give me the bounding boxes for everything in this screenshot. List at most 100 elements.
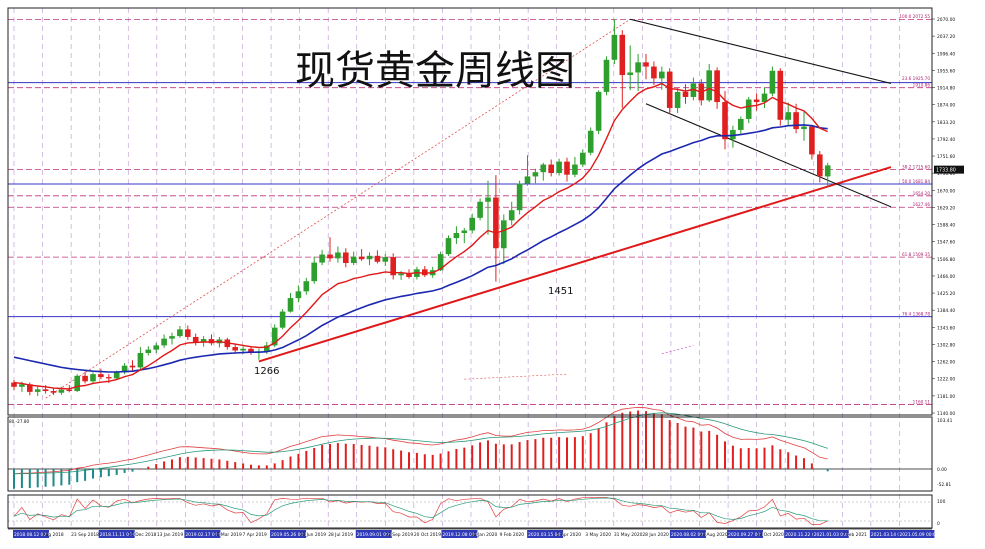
date-label-highlight: [527, 530, 564, 538]
candle-body: [19, 384, 25, 387]
price-axis-background: [932, 0, 985, 549]
macd-histogram-bar: [534, 439, 537, 469]
date-tick-label: 7 Feb 2021: [842, 532, 867, 538]
candle-body: [366, 255, 373, 260]
macd-histogram-bar: [605, 422, 608, 469]
macd-histogram-bar: [566, 437, 568, 469]
fib-label: 61.8 1509.35: [902, 252, 930, 257]
macd-histogram-bar: [313, 447, 316, 469]
macd-histogram-bar: [400, 450, 403, 469]
macd-histogram-bar: [99, 469, 102, 478]
candle-body: [619, 34, 626, 76]
candle-body: [177, 329, 183, 337]
date-tick-label: 5 Apr 2020: [557, 532, 582, 538]
macd-histogram-bar: [60, 469, 63, 486]
candle-body: [335, 252, 341, 259]
macd-histogram-bar: [455, 448, 458, 469]
macd-histogram-bar: [408, 452, 410, 469]
candle-body: [350, 256, 357, 264]
fib-label: 1654.20: [913, 191, 931, 196]
macd-histogram-bar: [779, 449, 782, 469]
candle-body: [303, 281, 310, 292]
macd-histogram-bar: [344, 443, 347, 469]
candle-body: [137, 353, 144, 368]
date-tick-label: 10 Mar 2019: [214, 532, 242, 538]
candle-body: [635, 62, 641, 73]
macd-histogram-bar: [186, 456, 189, 469]
chart-title: 现货黄金周线图: [295, 48, 575, 94]
date-tick-label: 18 Oct 2020: [757, 532, 784, 538]
candle-body: [437, 254, 444, 271]
macd-histogram-bar: [171, 459, 173, 469]
macd-histogram-bar: [76, 469, 79, 483]
macd-histogram-bar: [479, 442, 482, 469]
date-tick-label: 2019.05.26 00:00: [271, 532, 310, 538]
price-axis: 2070.00 2037.20 1996.40 1955.60 1914.80 1874.…: [932, 0, 985, 549]
candle-body: [516, 183, 523, 211]
macd-histogram-bar: [573, 437, 576, 469]
candle-body: [34, 389, 41, 392]
macd-histogram-bar: [487, 440, 489, 469]
macd-histogram-bar: [202, 458, 205, 469]
panel-frames: [7, 7, 933, 530]
price-tick-label: 1181.00: [937, 394, 955, 400]
date-tick-label: 30 Jun 2019: [300, 532, 327, 538]
macd-histogram-bar: [518, 442, 521, 469]
candle-body: [469, 217, 475, 231]
macd-histogram-bar: [589, 433, 592, 469]
macd-histogram-bar: [52, 469, 55, 487]
date-label-highlight: [98, 530, 135, 538]
macd-histogram-bar: [558, 437, 561, 469]
macd-histogram-bar: [210, 458, 213, 469]
candle-body: [564, 161, 570, 175]
candle-body: [192, 336, 199, 343]
price-tick-label: 1466.00: [937, 274, 955, 280]
macd-histogram-bar: [265, 465, 268, 469]
macd-panel-frame: [7, 416, 933, 492]
macd-histogram-bar: [668, 420, 671, 469]
candle-body: [682, 91, 689, 97]
macd-histogram-bar: [384, 447, 387, 469]
fib-retracement-line: [45, 18, 631, 399]
macd-scale-label: 103.41: [937, 418, 953, 424]
macd-histogram-bar: [763, 447, 766, 469]
macd-histogram-bar: [676, 423, 679, 469]
price-tick-label: 1792.40: [937, 137, 955, 143]
candle-body: [74, 375, 80, 392]
candle-body: [461, 230, 468, 234]
date-label-highlight: [784, 530, 821, 538]
ema-slow-line: [13, 124, 828, 373]
price-tick-label: 1343.60: [937, 325, 955, 331]
price-tick-label: 1874.00: [937, 103, 955, 109]
macd-histogram-bar: [163, 461, 166, 469]
price-tick-label: 1384.40: [937, 308, 955, 314]
price-tick-label: 2037.20: [937, 34, 955, 40]
macd-histogram-bar: [747, 447, 750, 469]
macd-histogram-bar: [321, 445, 324, 469]
candle-body: [113, 372, 120, 379]
macd-histogram-bar: [242, 463, 245, 469]
macd-histogram-bar: [305, 450, 308, 469]
date-tick-label: 2020.08.02 00:00: [671, 532, 710, 538]
price-tick-label: 1506.80: [937, 257, 955, 263]
price-tick-label: 1588.40: [937, 223, 955, 229]
macd-histogram-bar: [660, 414, 663, 469]
candle-body: [753, 99, 760, 103]
macd-histogram-bar: [550, 437, 553, 469]
projection-line: [661, 345, 694, 355]
macd-histogram-bar: [494, 443, 497, 469]
fib-label: 1160.11: [913, 400, 931, 405]
fib-label: 1910.86: [913, 82, 931, 87]
macd-histogram-bar: [542, 437, 545, 469]
date-tick-label: 20 Oct 2019: [414, 532, 441, 538]
macd-histogram-bar: [724, 441, 726, 469]
macd-histogram-bar: [629, 411, 632, 469]
macd-histogram-bar: [700, 431, 703, 469]
current-price-badge: [934, 165, 964, 174]
candle-body: [777, 70, 784, 120]
date-tick-label: 23 Sep 2018: [71, 532, 99, 538]
date-tick-label: 31 May 2020: [614, 532, 643, 538]
price-tick-label: 1996.40: [937, 51, 955, 57]
date-label-highlight: [13, 530, 49, 538]
candle-body: [485, 197, 491, 202]
